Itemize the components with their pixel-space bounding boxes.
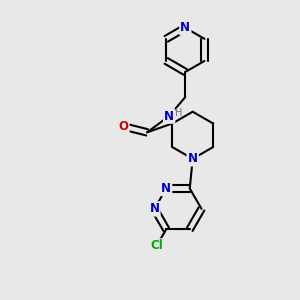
Text: Cl: Cl: [150, 239, 163, 252]
Text: N: N: [164, 110, 174, 123]
Text: N: N: [149, 202, 159, 215]
Text: O: O: [118, 120, 128, 133]
Text: N: N: [188, 152, 198, 165]
Text: N: N: [161, 182, 171, 195]
Text: N: N: [180, 21, 190, 34]
Text: H: H: [175, 108, 182, 118]
